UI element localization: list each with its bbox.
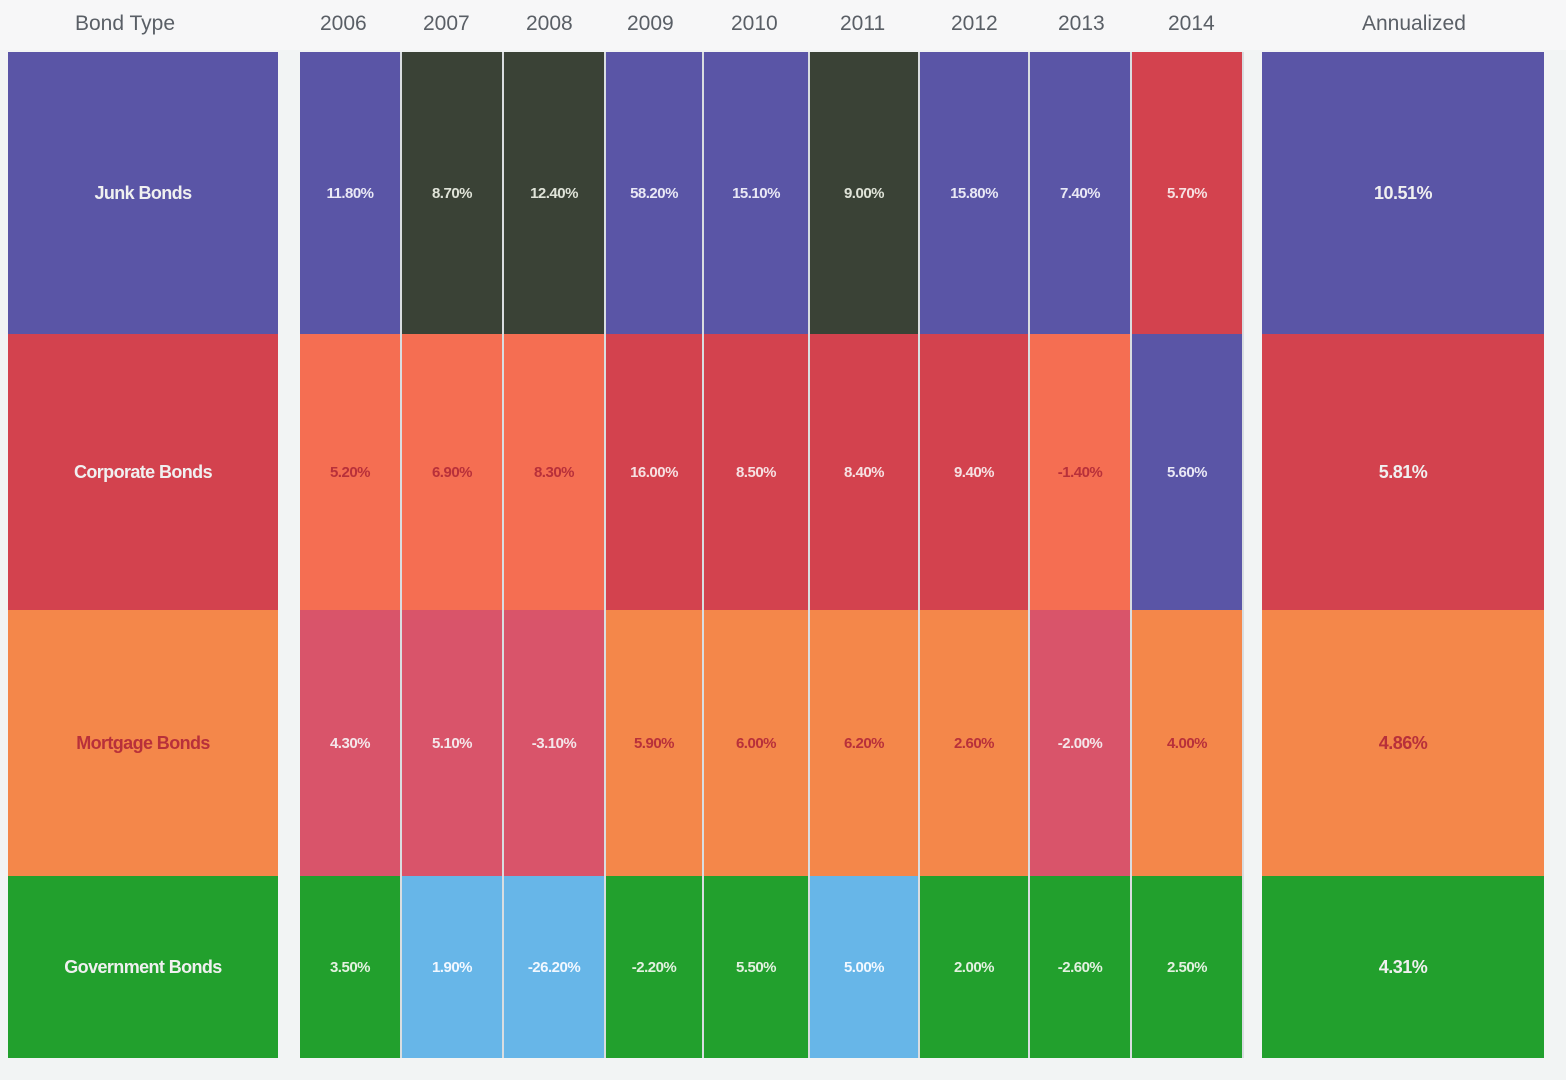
cell-corporate-bonds-2009: 16.00% xyxy=(606,334,704,610)
year-column-2013: 7.40% -1.40% -2.00% -2.60% xyxy=(1030,52,1132,1058)
row-label-corporate-bonds: Corporate Bonds xyxy=(8,334,278,610)
cell-mortgage-bonds-2010: 6.00% xyxy=(704,610,810,876)
cell-mortgage-bonds-2006: 4.30% xyxy=(300,610,402,876)
returns-table: Junk Bonds Corporate Bonds Mortgage Bonds G… xyxy=(0,52,1566,1062)
cell-government-bonds-2008: -26.20% xyxy=(504,876,606,1058)
cell-corporate-bonds-2007: 6.90% xyxy=(402,334,504,610)
cell-government-bonds-2013: -2.60% xyxy=(1030,876,1132,1058)
cell-junk-bonds-2009: 58.20% xyxy=(606,52,704,334)
cell-junk-bonds-2014: 5.70% xyxy=(1132,52,1244,334)
cell-mortgage-bonds-2009: 5.90% xyxy=(606,610,704,876)
cell-government-bonds-2006: 3.50% xyxy=(300,876,402,1058)
row-label-mortgage-bonds: Mortgage Bonds xyxy=(8,610,278,876)
year-header-2007: 2007 xyxy=(423,12,470,35)
year-column-2012: 15.80% 9.40% 2.60% 2.00% xyxy=(920,52,1030,1058)
cell-government-bonds-2010: 5.50% xyxy=(704,876,810,1058)
bond-type-column: Junk Bonds Corporate Bonds Mortgage Bonds G… xyxy=(8,52,278,1058)
cell-corporate-bonds-2012: 9.40% xyxy=(920,334,1030,610)
year-header-2009: 2009 xyxy=(627,12,674,35)
year-header-2012: 2012 xyxy=(951,12,998,35)
annualized-government-bonds: 4.31% xyxy=(1262,876,1544,1058)
year-header-2008: 2008 xyxy=(526,12,573,35)
cell-mortgage-bonds-2013: -2.00% xyxy=(1030,610,1132,876)
year-column-2009: 58.20% 16.00% 5.90% -2.20% xyxy=(606,52,704,1058)
row-label-junk-bonds: Junk Bonds xyxy=(8,52,278,334)
year-column-2006: 11.80% 5.20% 4.30% 3.50% xyxy=(300,52,402,1058)
cell-junk-bonds-2010: 15.10% xyxy=(704,52,810,334)
cell-mortgage-bonds-2011: 6.20% xyxy=(810,610,920,876)
cell-government-bonds-2009: -2.20% xyxy=(606,876,704,1058)
cell-mortgage-bonds-2014: 4.00% xyxy=(1132,610,1244,876)
year-header-2013: 2013 xyxy=(1058,12,1105,35)
year-column-2011: 9.00% 8.40% 6.20% 5.00% xyxy=(810,52,920,1058)
cell-government-bonds-2007: 1.90% xyxy=(402,876,504,1058)
cell-government-bonds-2012: 2.00% xyxy=(920,876,1030,1058)
year-column-2010: 15.10% 8.50% 6.00% 5.50% xyxy=(704,52,810,1058)
cell-corporate-bonds-2008: 8.30% xyxy=(504,334,606,610)
year-header-2011: 2011 xyxy=(840,12,886,35)
cell-junk-bonds-2006: 11.80% xyxy=(300,52,402,334)
year-header-2010: 2010 xyxy=(731,12,778,35)
cell-junk-bonds-2012: 15.80% xyxy=(920,52,1030,334)
year-column-2008: 12.40% 8.30% -3.10% -26.20% xyxy=(504,52,606,1058)
cell-mortgage-bonds-2008: -3.10% xyxy=(504,610,606,876)
header-bar: Bond Type 2006 2007 2008 2009 2010 2011 … xyxy=(0,0,1566,50)
year-header-2014: 2014 xyxy=(1168,12,1215,35)
cell-government-bonds-2011: 5.00% xyxy=(810,876,920,1058)
cell-junk-bonds-2008: 12.40% xyxy=(504,52,606,334)
annualized-column: 10.51% 5.81% 4.86% 4.31% xyxy=(1262,52,1544,1058)
cell-corporate-bonds-2014: 5.60% xyxy=(1132,334,1244,610)
cell-corporate-bonds-2013: -1.40% xyxy=(1030,334,1132,610)
year-column-2007: 8.70% 6.90% 5.10% 1.90% xyxy=(402,52,504,1058)
cell-corporate-bonds-2011: 8.40% xyxy=(810,334,920,610)
annualized-corporate-bonds: 5.81% xyxy=(1262,334,1544,610)
bond-type-header: Bond Type xyxy=(75,12,176,35)
cell-government-bonds-2014: 2.50% xyxy=(1132,876,1244,1058)
annualized-mortgage-bonds: 4.86% xyxy=(1262,610,1544,876)
cell-junk-bonds-2011: 9.00% xyxy=(810,52,920,334)
cell-junk-bonds-2007: 8.70% xyxy=(402,52,504,334)
cell-corporate-bonds-2006: 5.20% xyxy=(300,334,402,610)
cell-mortgage-bonds-2012: 2.60% xyxy=(920,610,1030,876)
annualized-junk-bonds: 10.51% xyxy=(1262,52,1544,334)
annualized-header: Annualized xyxy=(1362,12,1466,35)
year-header-2006: 2006 xyxy=(320,12,367,35)
cell-mortgage-bonds-2007: 5.10% xyxy=(402,610,504,876)
cell-junk-bonds-2013: 7.40% xyxy=(1030,52,1132,334)
year-column-2014: 5.70% 5.60% 4.00% 2.50% xyxy=(1132,52,1244,1058)
cell-corporate-bonds-2010: 8.50% xyxy=(704,334,810,610)
row-label-government-bonds: Government Bonds xyxy=(8,876,278,1058)
